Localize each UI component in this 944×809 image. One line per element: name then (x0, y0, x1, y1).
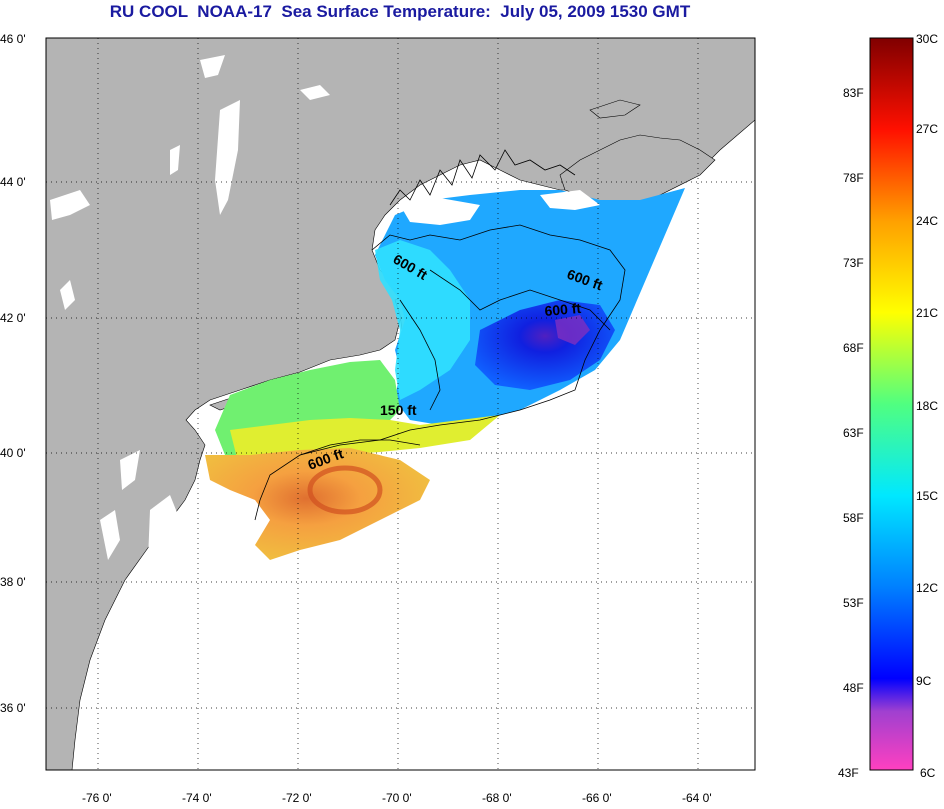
lon-tick-label: -66 0' (582, 791, 612, 805)
depth-label: 150 ft (380, 402, 417, 418)
sst-swath-cyan (375, 240, 470, 400)
colorbar-f-label: 53F (843, 596, 864, 610)
bays (100, 495, 180, 700)
colorbar-c-label: 21C (916, 306, 938, 320)
colorbar-c-label: 9C (916, 674, 932, 688)
colorbar-c-label: 27C (916, 122, 938, 136)
maine-coastline (389, 149, 576, 206)
graticule (46, 38, 755, 770)
lon-tick-label: -68 0' (482, 791, 512, 805)
lat-tick-label: 38 0' (0, 575, 26, 589)
colorbar-celsius-labels: 30C 27C 24C 21C 18C 15C 12C 9C 6C (916, 32, 938, 780)
colorbar-fahrenheit-labels: 83F 78F 73F 68F 63F 58F 53F 48F 43F (838, 86, 864, 780)
map-title: RU COOL NOAA-17 Sea Surface Temperature:… (109, 2, 691, 21)
colorbar-c-label: 15C (916, 489, 938, 503)
lon-tick-label: -76 0' (82, 791, 112, 805)
colorbar-f-label: 73F (843, 256, 864, 270)
lat-tick-label: 46 0' (0, 32, 26, 46)
colorbar-c-label: 24C (916, 214, 938, 228)
lon-tick-label: -74 0' (182, 791, 212, 805)
colorbar-c-label: 18C (916, 399, 938, 413)
colorbar-c-label: 6C (920, 766, 936, 780)
lon-tick-label: -64 0' (682, 791, 712, 805)
land-pei (589, 99, 641, 119)
colorbar-f-label: 43F (838, 766, 859, 780)
colorbar-f-label: 68F (843, 341, 864, 355)
lat-tick-label: 42 0' (0, 311, 26, 325)
depth-label: 600 ft (544, 300, 582, 319)
warm-eddy (307, 465, 383, 515)
colorbar-f-label: 78F (843, 171, 864, 185)
colorbar-f-label: 83F (843, 86, 864, 100)
cold-eddy (555, 315, 590, 345)
lat-tick-label: 36 0' (0, 701, 26, 715)
colorbar-c-label: 30C (916, 32, 938, 46)
lon-tick-label: -70 0' (382, 791, 412, 805)
colorbar-f-label: 63F (843, 426, 864, 440)
map-frame (45, 37, 756, 771)
colorbar (869, 37, 914, 771)
colorbar-f-label: 48F (843, 681, 864, 695)
depth-contours (254, 224, 626, 521)
lat-tick-label: 40 0' (0, 446, 26, 460)
longitude-axis: -76 0' -74 0' -72 0' -70 0' -68 0' -66 0… (82, 791, 712, 805)
latitude-axis: 46 0' 44 0' 42 0' 40 0' 38 0' 36 0' (0, 32, 26, 715)
lat-tick-label: 44 0' (0, 175, 26, 189)
colorbar-f-label: 58F (843, 511, 864, 525)
cloud-patches (400, 190, 600, 225)
colorbar-c-label: 12C (916, 581, 938, 595)
lon-tick-label: -72 0' (282, 791, 312, 805)
